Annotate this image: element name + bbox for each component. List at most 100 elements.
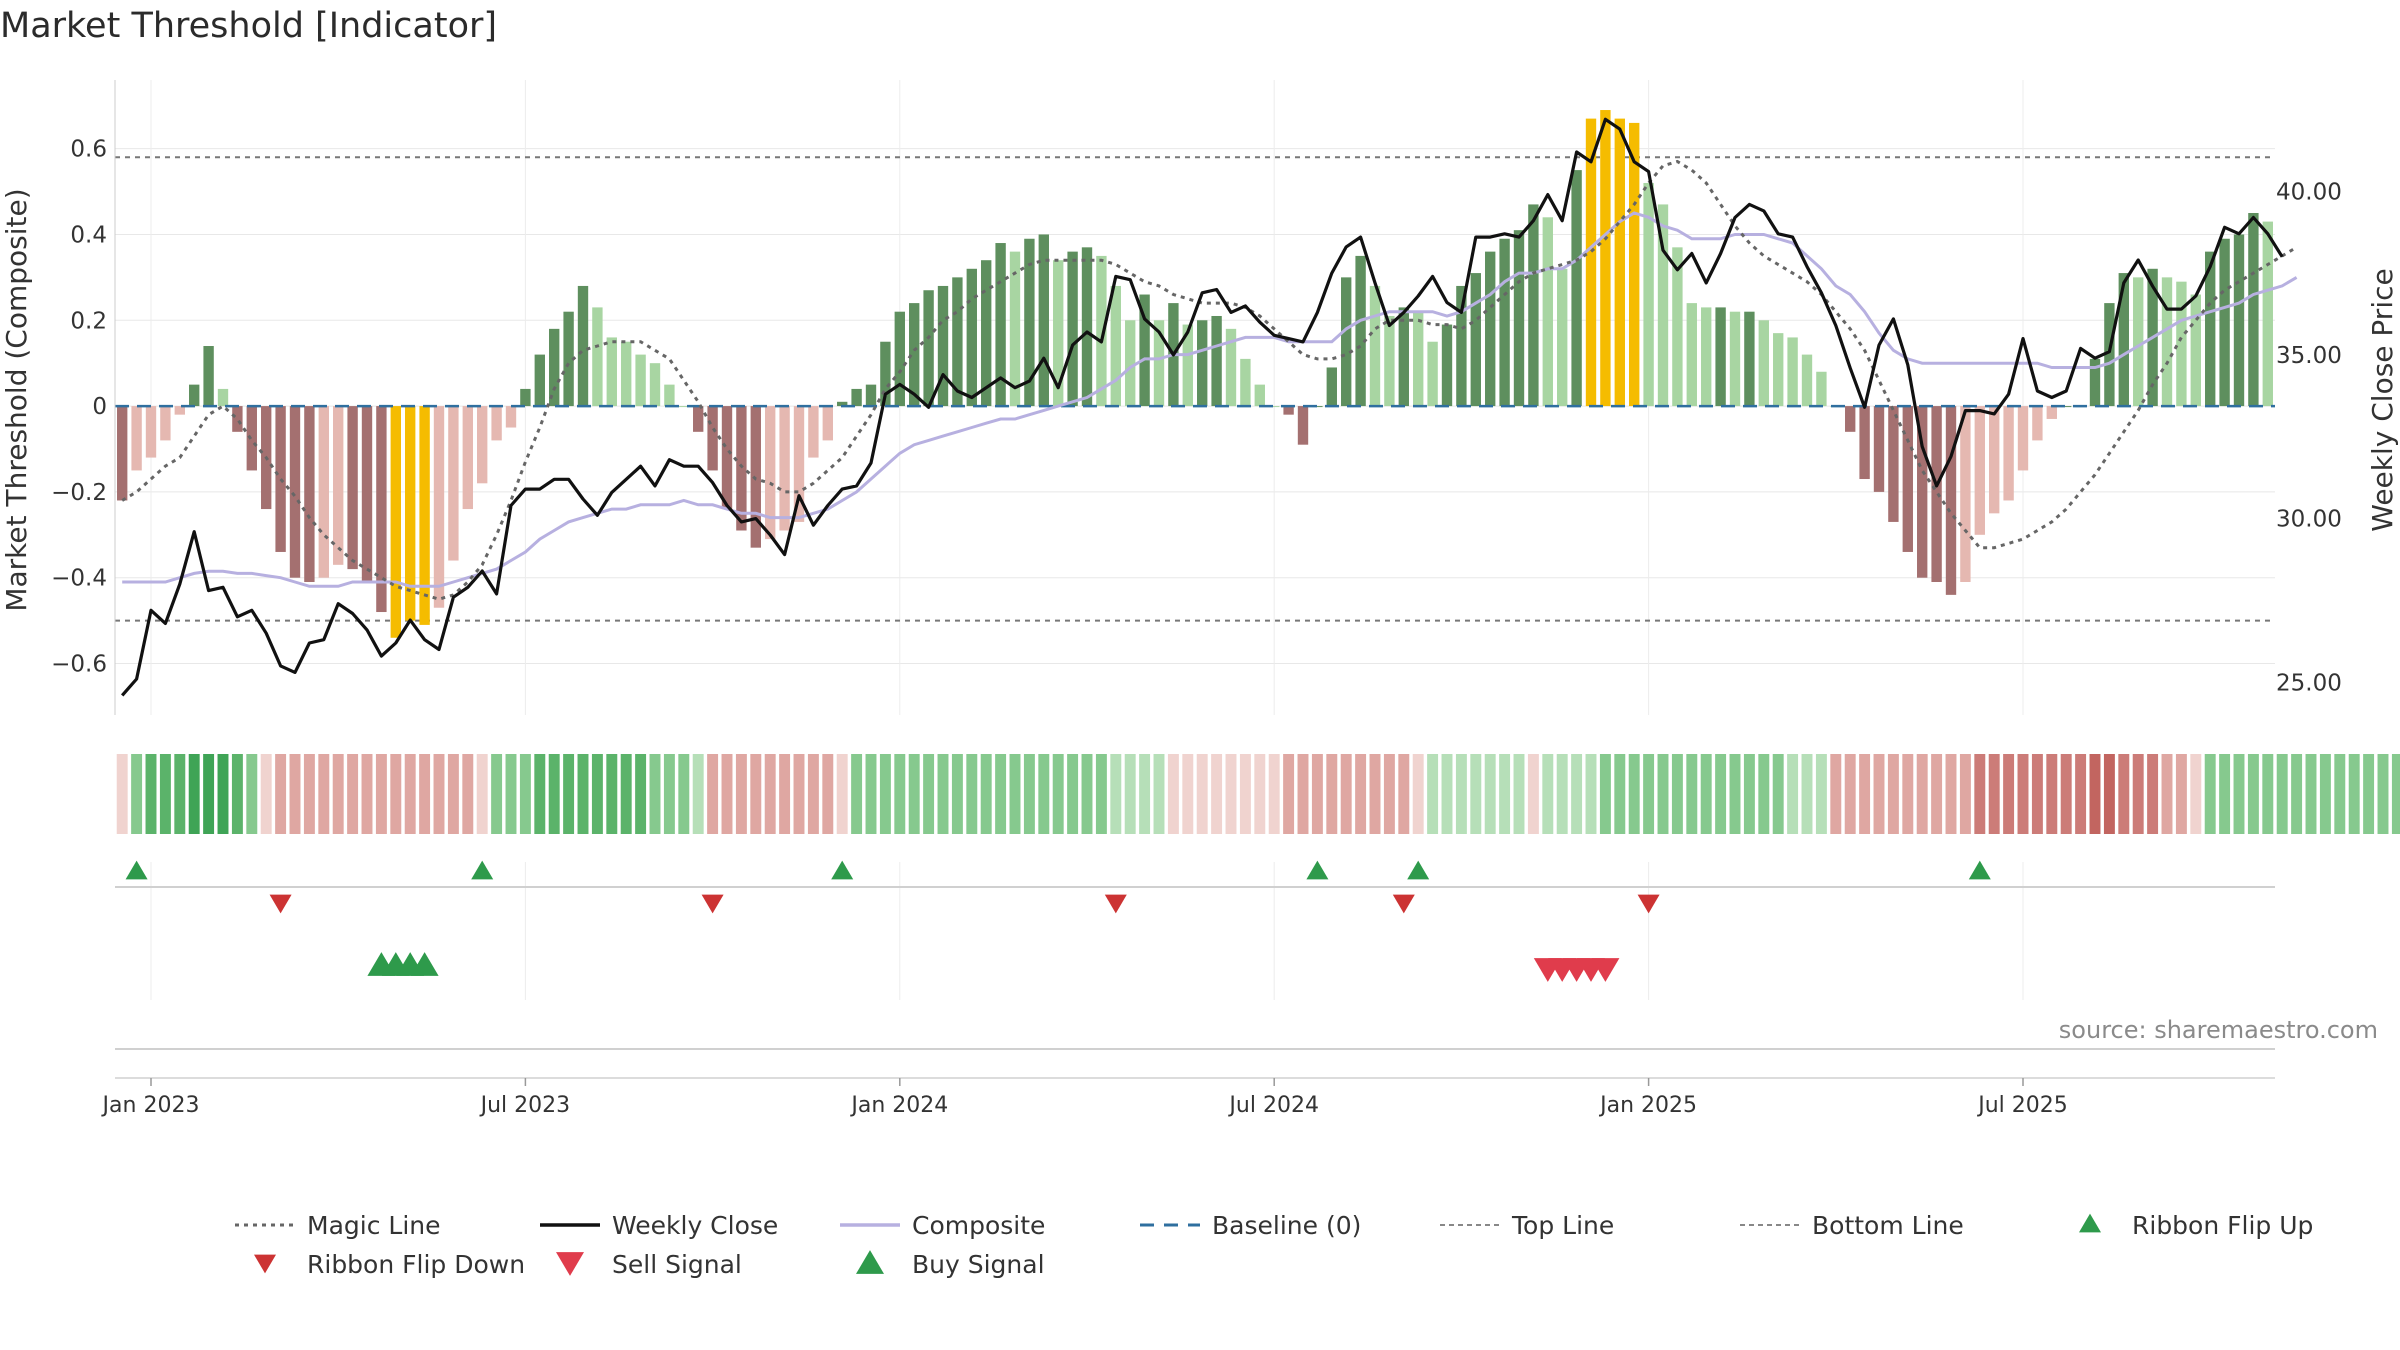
ribbon-cell	[1801, 754, 1813, 834]
y-tick-label: 0.6	[70, 137, 107, 163]
composite-bar	[1081, 247, 1093, 407]
composite-bar	[289, 406, 301, 578]
x-tick-label: Jul 2023	[479, 1093, 571, 1118]
ribbon-cell	[1340, 754, 1352, 834]
composite-bar	[1960, 406, 1971, 582]
ribbon-flip-down-marker	[1392, 894, 1415, 914]
composite-bar	[1024, 238, 1035, 407]
composite-bar	[649, 363, 661, 407]
ribbon-cell	[332, 754, 344, 834]
ribbon-cell	[303, 754, 315, 834]
composite-bar	[304, 406, 315, 582]
composite-bar	[1758, 320, 1769, 407]
ribbon-cell	[433, 754, 445, 834]
ribbon-cell	[1959, 754, 1971, 834]
ribbon-cell	[2391, 754, 2400, 834]
ribbon-cell	[2334, 754, 2346, 834]
ribbon-cell	[131, 754, 143, 834]
ribbon-cell	[1499, 754, 1511, 834]
ribbon-cell	[2089, 754, 2101, 834]
ribbon-cell	[1542, 754, 1554, 834]
ribbon-cell	[2003, 754, 2015, 834]
composite-bar	[1888, 406, 1899, 522]
y-tick-label: 0	[92, 394, 107, 420]
legend-label: Ribbon Flip Down	[307, 1250, 525, 1279]
ribbon-cell	[620, 754, 632, 834]
composite-bar	[2032, 406, 2043, 441]
composite-bar	[1917, 406, 1928, 578]
composite-bar	[1816, 371, 1827, 407]
ribbon-cell	[707, 754, 719, 834]
ribbon-cell	[1081, 754, 1093, 834]
composite-bar	[477, 406, 488, 484]
composite-bar	[1801, 354, 1813, 407]
ribbon-cell	[1369, 754, 1381, 834]
ribbon-cell	[1412, 754, 1424, 834]
ribbon-cell	[894, 754, 906, 834]
ribbon-cell	[2118, 754, 2130, 834]
ribbon-cell	[2276, 754, 2288, 834]
composite-bar	[664, 384, 675, 407]
ribbon-cell	[159, 754, 171, 834]
ribbon-flip-up-marker	[1968, 860, 1991, 880]
ribbon-cell	[2132, 754, 2144, 834]
ribbon-cell	[2075, 754, 2087, 834]
ribbon-cell	[534, 754, 546, 834]
composite-bar	[1369, 285, 1381, 407]
composite-bar	[2219, 238, 2230, 407]
ribbon-cell	[1153, 754, 1165, 834]
composite-bar	[1312, 406, 1323, 408]
composite-bar	[1902, 406, 1913, 552]
composite-bar	[1945, 406, 1957, 595]
composite-bar	[534, 354, 545, 407]
composite-bar	[1600, 110, 1611, 407]
ribbon-cell	[822, 754, 834, 834]
signal-panel	[115, 860, 2275, 1079]
ribbon-flip-up-marker	[1407, 860, 1430, 880]
composite-bar	[995, 243, 1006, 407]
ribbon-cell	[1700, 754, 1712, 834]
ribbon-cell	[1211, 754, 1223, 834]
ribbon-cell	[1023, 754, 1035, 834]
composite-bar	[750, 406, 761, 548]
ribbon-cell	[1196, 754, 1208, 834]
ribbon-cell	[1470, 754, 1482, 834]
composite-bar	[937, 285, 949, 407]
composite-bar	[1441, 324, 1453, 407]
composite-bar	[2233, 234, 2245, 407]
composite-bar	[2046, 406, 2057, 419]
ribbon-flip-down-marker	[269, 894, 292, 914]
ribbon-cell	[1283, 754, 1295, 834]
composite-bar	[1096, 255, 1107, 407]
composite-bar	[2190, 294, 2201, 407]
ribbon-cell	[1974, 754, 1986, 834]
ribbon-cell	[750, 754, 762, 834]
ribbon-cell	[1067, 754, 1079, 834]
ribbon-cell	[2060, 754, 2072, 834]
composite-bar	[952, 277, 963, 407]
composite-bar	[491, 406, 502, 441]
x-tick-label: Jul 2025	[1976, 1093, 2068, 1118]
ribbon-cell	[1657, 754, 1669, 834]
ribbon-cell	[1643, 754, 1655, 834]
ribbon-cell	[1671, 754, 1683, 834]
ribbon-cell	[1441, 754, 1453, 834]
ribbon-cell	[145, 754, 157, 834]
ribbon-cell	[404, 754, 416, 834]
ribbon-cell	[1239, 754, 1251, 834]
ribbon-cell	[519, 754, 531, 834]
ribbon-cell	[1873, 754, 1885, 834]
composite-bar	[203, 346, 214, 407]
composite-bar	[2089, 358, 2101, 407]
ribbon-cell	[807, 754, 819, 834]
ribbon-flip-up-marker	[471, 860, 494, 880]
composite-bar	[1125, 320, 1136, 407]
composite-bar	[1787, 337, 1798, 407]
ribbon-cell	[188, 754, 200, 834]
ribbon-cell	[1427, 754, 1439, 834]
ribbon-cell	[2190, 754, 2202, 834]
ribbon-cell	[116, 754, 128, 834]
composite-bar	[577, 285, 589, 407]
composite-bar	[448, 406, 459, 561]
ribbon-cell	[606, 754, 618, 834]
